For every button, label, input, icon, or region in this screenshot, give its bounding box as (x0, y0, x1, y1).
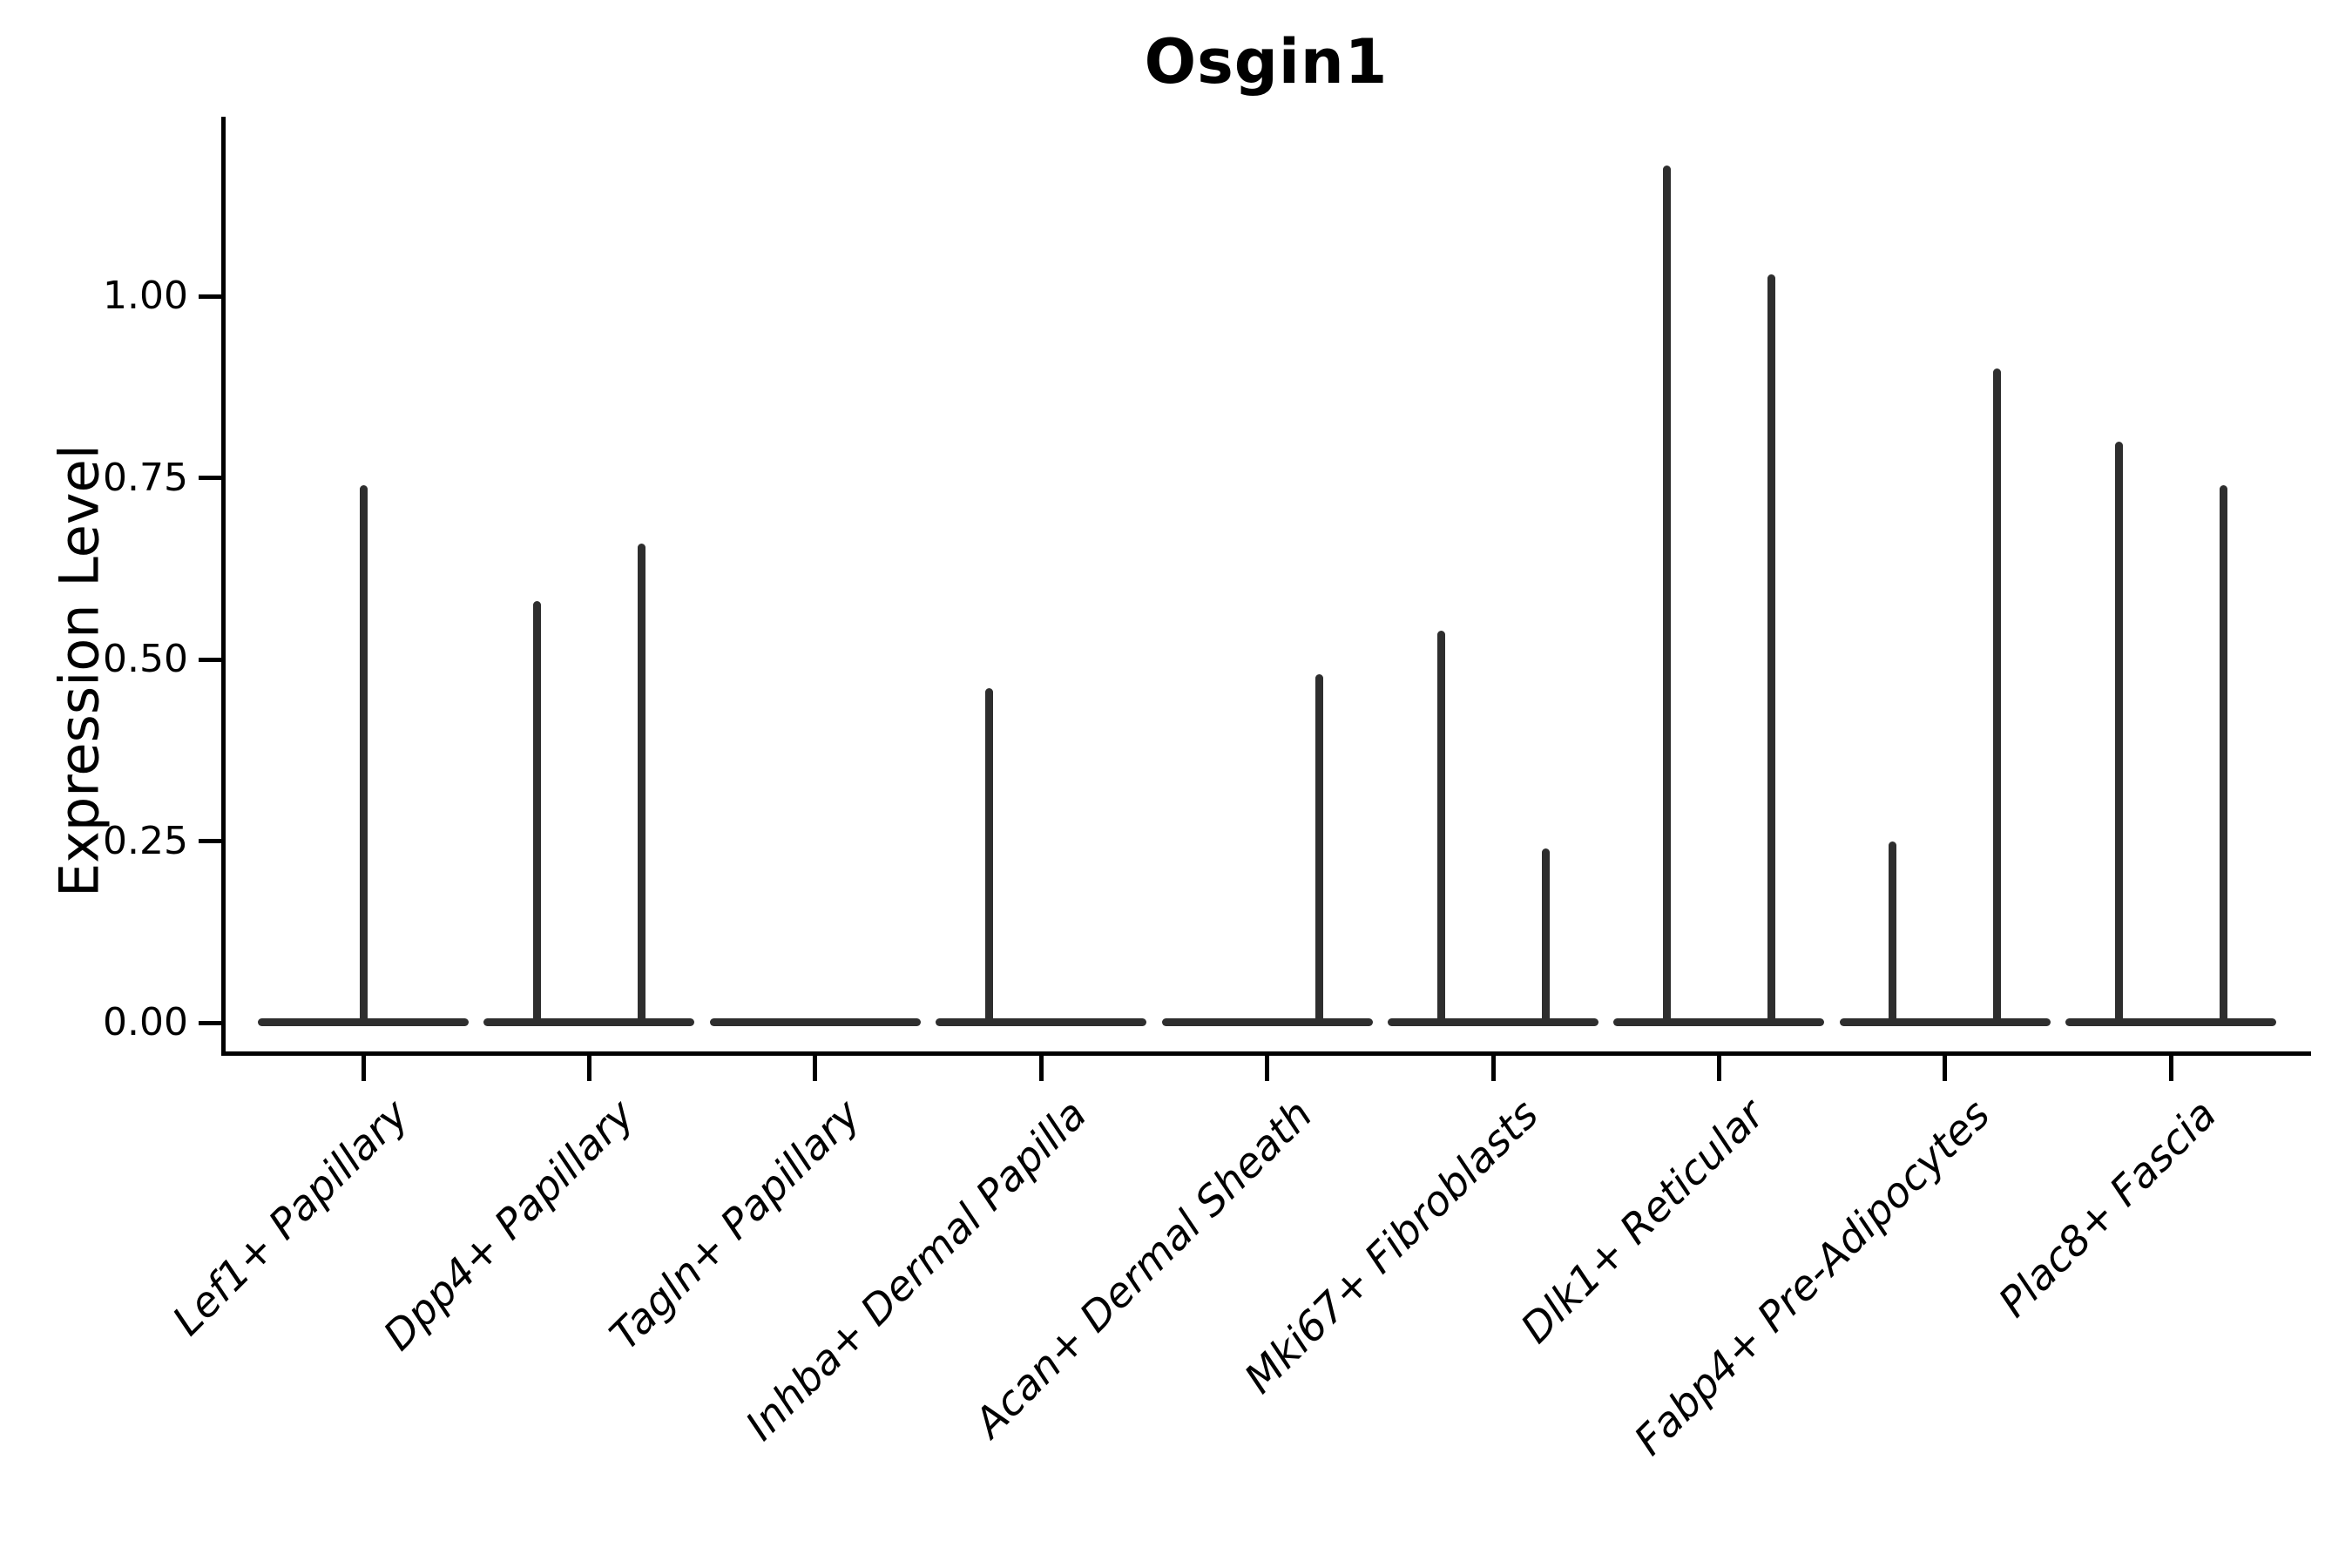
x-tick (1265, 1056, 1270, 1081)
y-tick-label: 0.75 (103, 455, 188, 500)
x-axis-spine (221, 1051, 2311, 1056)
violin-base (936, 1018, 1147, 1026)
x-tick-label: Dlk1+ Reticular (1511, 1091, 1774, 1353)
y-tick-label: 1.00 (103, 274, 188, 318)
y-tick (199, 476, 221, 480)
violin-base (1161, 1018, 1373, 1026)
x-tick (813, 1056, 818, 1081)
x-tick-label: Dpp4+ Papillary (375, 1091, 645, 1361)
x-tick (1490, 1056, 1496, 1081)
violin-base (1839, 1018, 2051, 1026)
violin-spike (1436, 630, 1445, 1026)
violin-spike (1993, 368, 2002, 1026)
x-tick-label: Plac8+ Fascia (1990, 1091, 2227, 1328)
violin-spike (532, 601, 541, 1026)
y-tick (199, 839, 221, 843)
violin-spike (1889, 841, 1897, 1026)
violin-spike (1541, 848, 1550, 1026)
violin-spike (637, 543, 645, 1026)
y-tick (199, 1020, 221, 1025)
x-tick-label: Lef1+ Papillary (163, 1091, 418, 1346)
violin-spike (1315, 673, 1324, 1026)
y-axis-spine (221, 117, 226, 1056)
chart-title: Osgin1 (1144, 26, 1389, 98)
violin-base (483, 1018, 695, 1026)
x-tick-label: Fabp4+ Pre-Adipocytes (1625, 1091, 2000, 1465)
violin-spike (1767, 274, 1775, 1026)
x-tick (1943, 1056, 1948, 1081)
y-tick-label: 0.50 (103, 637, 188, 681)
y-tick-label: 0.00 (103, 1000, 188, 1044)
y-tick-label: 0.25 (103, 818, 188, 863)
violin-spike (2219, 484, 2227, 1026)
x-tick (1038, 1056, 1044, 1081)
x-tick-label: Tagln+ Papillary (600, 1091, 870, 1360)
violin-base (1613, 1018, 1825, 1026)
violin-spike (2114, 441, 2123, 1026)
y-tick (199, 657, 221, 662)
violin-spike (359, 484, 368, 1026)
x-tick (586, 1056, 591, 1081)
y-tick (199, 294, 221, 299)
violin-spike (984, 688, 993, 1026)
violin-base (2065, 1018, 2277, 1026)
violin-base (1388, 1018, 1598, 1026)
x-tick (1716, 1056, 1721, 1081)
violin-base (709, 1018, 921, 1026)
violin-spike (1662, 165, 1671, 1026)
x-tick (2168, 1056, 2173, 1081)
x-tick (361, 1056, 366, 1081)
